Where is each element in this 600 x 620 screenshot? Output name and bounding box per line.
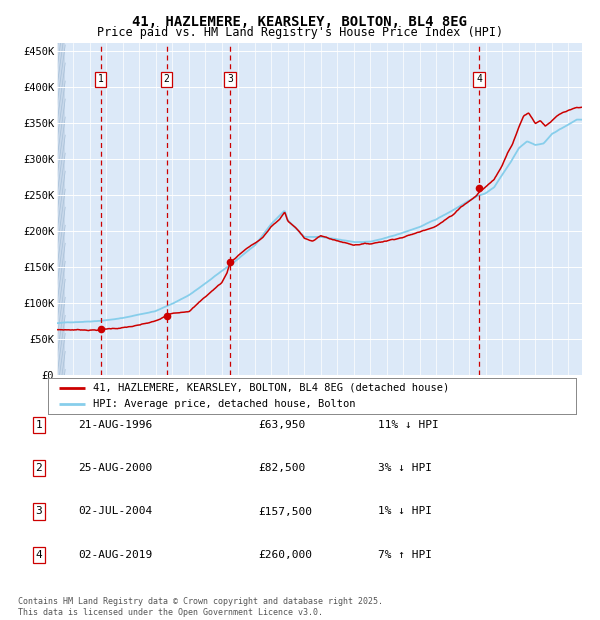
Text: 1% ↓ HPI: 1% ↓ HPI [378,507,432,516]
Text: 4: 4 [35,550,43,560]
Text: HPI: Average price, detached house, Bolton: HPI: Average price, detached house, Bolt… [93,399,355,409]
Text: 21-AUG-1996: 21-AUG-1996 [78,420,152,430]
Text: £82,500: £82,500 [258,463,305,473]
Text: £63,950: £63,950 [258,420,305,430]
Text: 4: 4 [476,74,482,84]
Text: 3: 3 [35,507,43,516]
Text: 02-JUL-2004: 02-JUL-2004 [78,507,152,516]
Text: £260,000: £260,000 [258,550,312,560]
Text: 1: 1 [35,420,43,430]
Text: 11% ↓ HPI: 11% ↓ HPI [378,420,439,430]
Bar [57,43,65,375]
Text: 3% ↓ HPI: 3% ↓ HPI [378,463,432,473]
Text: 1: 1 [98,74,104,84]
Text: 41, HAZLEMERE, KEARSLEY, BOLTON, BL4 8EG: 41, HAZLEMERE, KEARSLEY, BOLTON, BL4 8EG [133,16,467,30]
Text: 2: 2 [164,74,170,84]
Text: Contains HM Land Registry data © Crown copyright and database right 2025.
This d: Contains HM Land Registry data © Crown c… [18,598,383,617]
Text: 02-AUG-2019: 02-AUG-2019 [78,550,152,560]
Text: 2: 2 [35,463,43,473]
Text: 3: 3 [227,74,233,84]
Text: £157,500: £157,500 [258,507,312,516]
Text: 7% ↑ HPI: 7% ↑ HPI [378,550,432,560]
Text: Price paid vs. HM Land Registry's House Price Index (HPI): Price paid vs. HM Land Registry's House … [97,26,503,39]
Text: 25-AUG-2000: 25-AUG-2000 [78,463,152,473]
Text: 41, HAZLEMERE, KEARSLEY, BOLTON, BL4 8EG (detached house): 41, HAZLEMERE, KEARSLEY, BOLTON, BL4 8EG… [93,383,449,393]
